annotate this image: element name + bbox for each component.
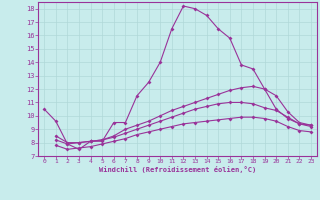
X-axis label: Windchill (Refroidissement éolien,°C): Windchill (Refroidissement éolien,°C) — [99, 166, 256, 173]
